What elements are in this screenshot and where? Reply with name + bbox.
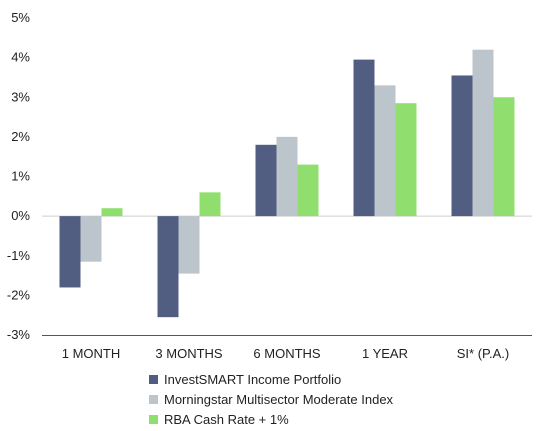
y-tick-label: 5%	[11, 10, 30, 25]
y-tick-label: -3%	[7, 327, 31, 342]
legend-label: Morningstar Multisector Moderate Index	[164, 392, 394, 407]
y-tick-label: 4%	[11, 50, 30, 65]
legend-label: RBA Cash Rate + 1%	[164, 412, 289, 427]
y-tick-label: 3%	[11, 89, 30, 104]
legend-label: InvestSMART Income Portfolio	[164, 372, 342, 387]
bar-3-1	[374, 85, 396, 217]
x-tick-label: 1 MONTH	[62, 346, 121, 361]
bar-1-0	[157, 216, 179, 318]
bar-2-0	[255, 144, 277, 217]
bar-2-2	[297, 164, 319, 217]
legend-item: Morningstar Multisector Moderate Index	[149, 390, 393, 409]
y-tick-label: 0%	[11, 208, 30, 223]
x-axis-tick-labels: 1 MONTH 3 MONTHS 6 MONTHS 1 YEAR SI* (P.A.)	[62, 346, 510, 361]
bar-0-0	[59, 216, 81, 288]
y-tick-label: -2%	[7, 287, 31, 302]
legend-swatch	[149, 375, 158, 384]
bar-1-2	[199, 192, 221, 217]
x-tick-label: SI* (P.A.)	[457, 346, 510, 361]
bar-0-1	[80, 216, 102, 262]
bar-2-1	[276, 136, 298, 217]
bar-4-1	[472, 49, 494, 217]
legend: InvestSMART Income Portfolio Morningstar …	[149, 370, 393, 430]
legend-item: InvestSMART Income Portfolio	[149, 370, 393, 389]
legend-swatch	[149, 415, 158, 424]
bar-0-2	[101, 208, 123, 217]
y-tick-label: 2%	[11, 129, 30, 144]
bar-4-0	[451, 75, 473, 217]
x-tick-label: 6 MONTHS	[253, 346, 321, 361]
bar-3-2	[395, 103, 417, 217]
bar-1-1	[178, 216, 200, 274]
legend-swatch	[149, 395, 158, 404]
bar-3-0	[353, 59, 375, 217]
y-tick-label: -1%	[7, 248, 31, 263]
x-tick-label: 3 MONTHS	[155, 346, 223, 361]
bars	[59, 49, 515, 318]
y-axis-tick-labels: -3% -2% -1% 0% 1% 2% 3% 4% 5%	[7, 10, 31, 342]
x-tick-label: 1 YEAR	[362, 346, 408, 361]
y-tick-label: 1%	[11, 169, 30, 184]
legend-item: RBA Cash Rate + 1%	[149, 410, 393, 429]
bar-4-2	[493, 97, 515, 217]
